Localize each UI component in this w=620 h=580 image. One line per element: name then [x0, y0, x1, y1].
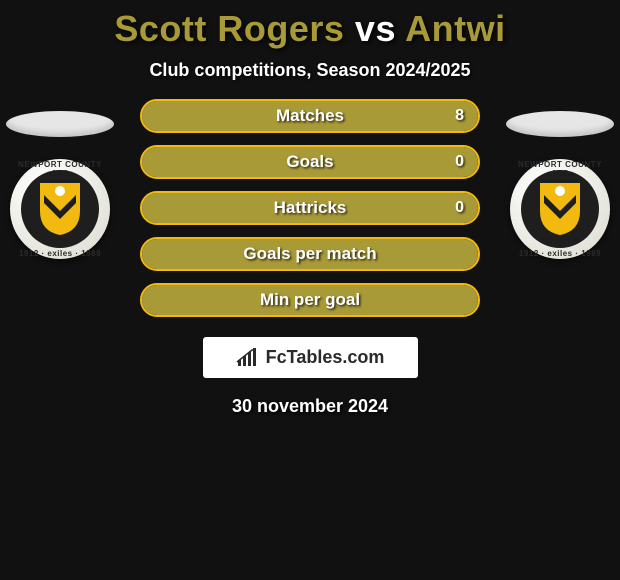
subtitle: Club competitions, Season 2024/2025 — [0, 60, 620, 81]
date-line: 30 november 2024 — [0, 396, 620, 417]
brand-badge: FcTables.com — [203, 337, 418, 378]
stat-bar-row: Goals per match — [140, 237, 480, 271]
shield-icon — [536, 181, 584, 237]
bar-value-right: 8 — [455, 107, 464, 125]
stat-bar-row: 0 Goals — [140, 145, 480, 179]
bar-label: Goals — [286, 152, 333, 172]
title-vs: vs — [355, 8, 396, 49]
player2-silhouette — [506, 111, 614, 137]
bar-label: Min per goal — [260, 290, 360, 310]
bar-chart-icon — [236, 348, 260, 368]
comparison-stage: NEWPORT COUNTY AFC 1912 · exiles · 1989 … — [0, 99, 620, 329]
stat-bar-row: 8 Matches — [140, 99, 480, 133]
bar-label: Hattricks — [274, 198, 347, 218]
player1-club-crest: NEWPORT COUNTY AFC 1912 · exiles · 1989 — [10, 159, 110, 259]
brand-text: FcTables.com — [266, 347, 385, 368]
bar-value-right: 0 — [455, 153, 464, 171]
bar-label: Goals per match — [243, 244, 376, 264]
title-player2: Antwi — [405, 8, 505, 49]
page-title: Scott Rogers vs Antwi — [0, 0, 620, 50]
bar-value-right: 0 — [455, 199, 464, 217]
stat-bar-row: Min per goal — [140, 283, 480, 317]
bar-label: Matches — [276, 106, 344, 126]
player1-silhouette — [6, 111, 114, 137]
player2-club-crest: NEWPORT COUNTY AFC 1912 · exiles · 1989 — [510, 159, 610, 259]
shield-icon — [36, 181, 84, 237]
stat-bars: 8 Matches 0 Goals 0 Hattricks Goals per match M… — [140, 99, 480, 329]
stat-bar-row: 0 Hattricks — [140, 191, 480, 225]
title-player1: Scott Rogers — [114, 8, 344, 49]
crest-bottom-text: 1912 · exiles · 1989 — [510, 249, 610, 258]
crest-bottom-text: 1912 · exiles · 1989 — [10, 249, 110, 258]
